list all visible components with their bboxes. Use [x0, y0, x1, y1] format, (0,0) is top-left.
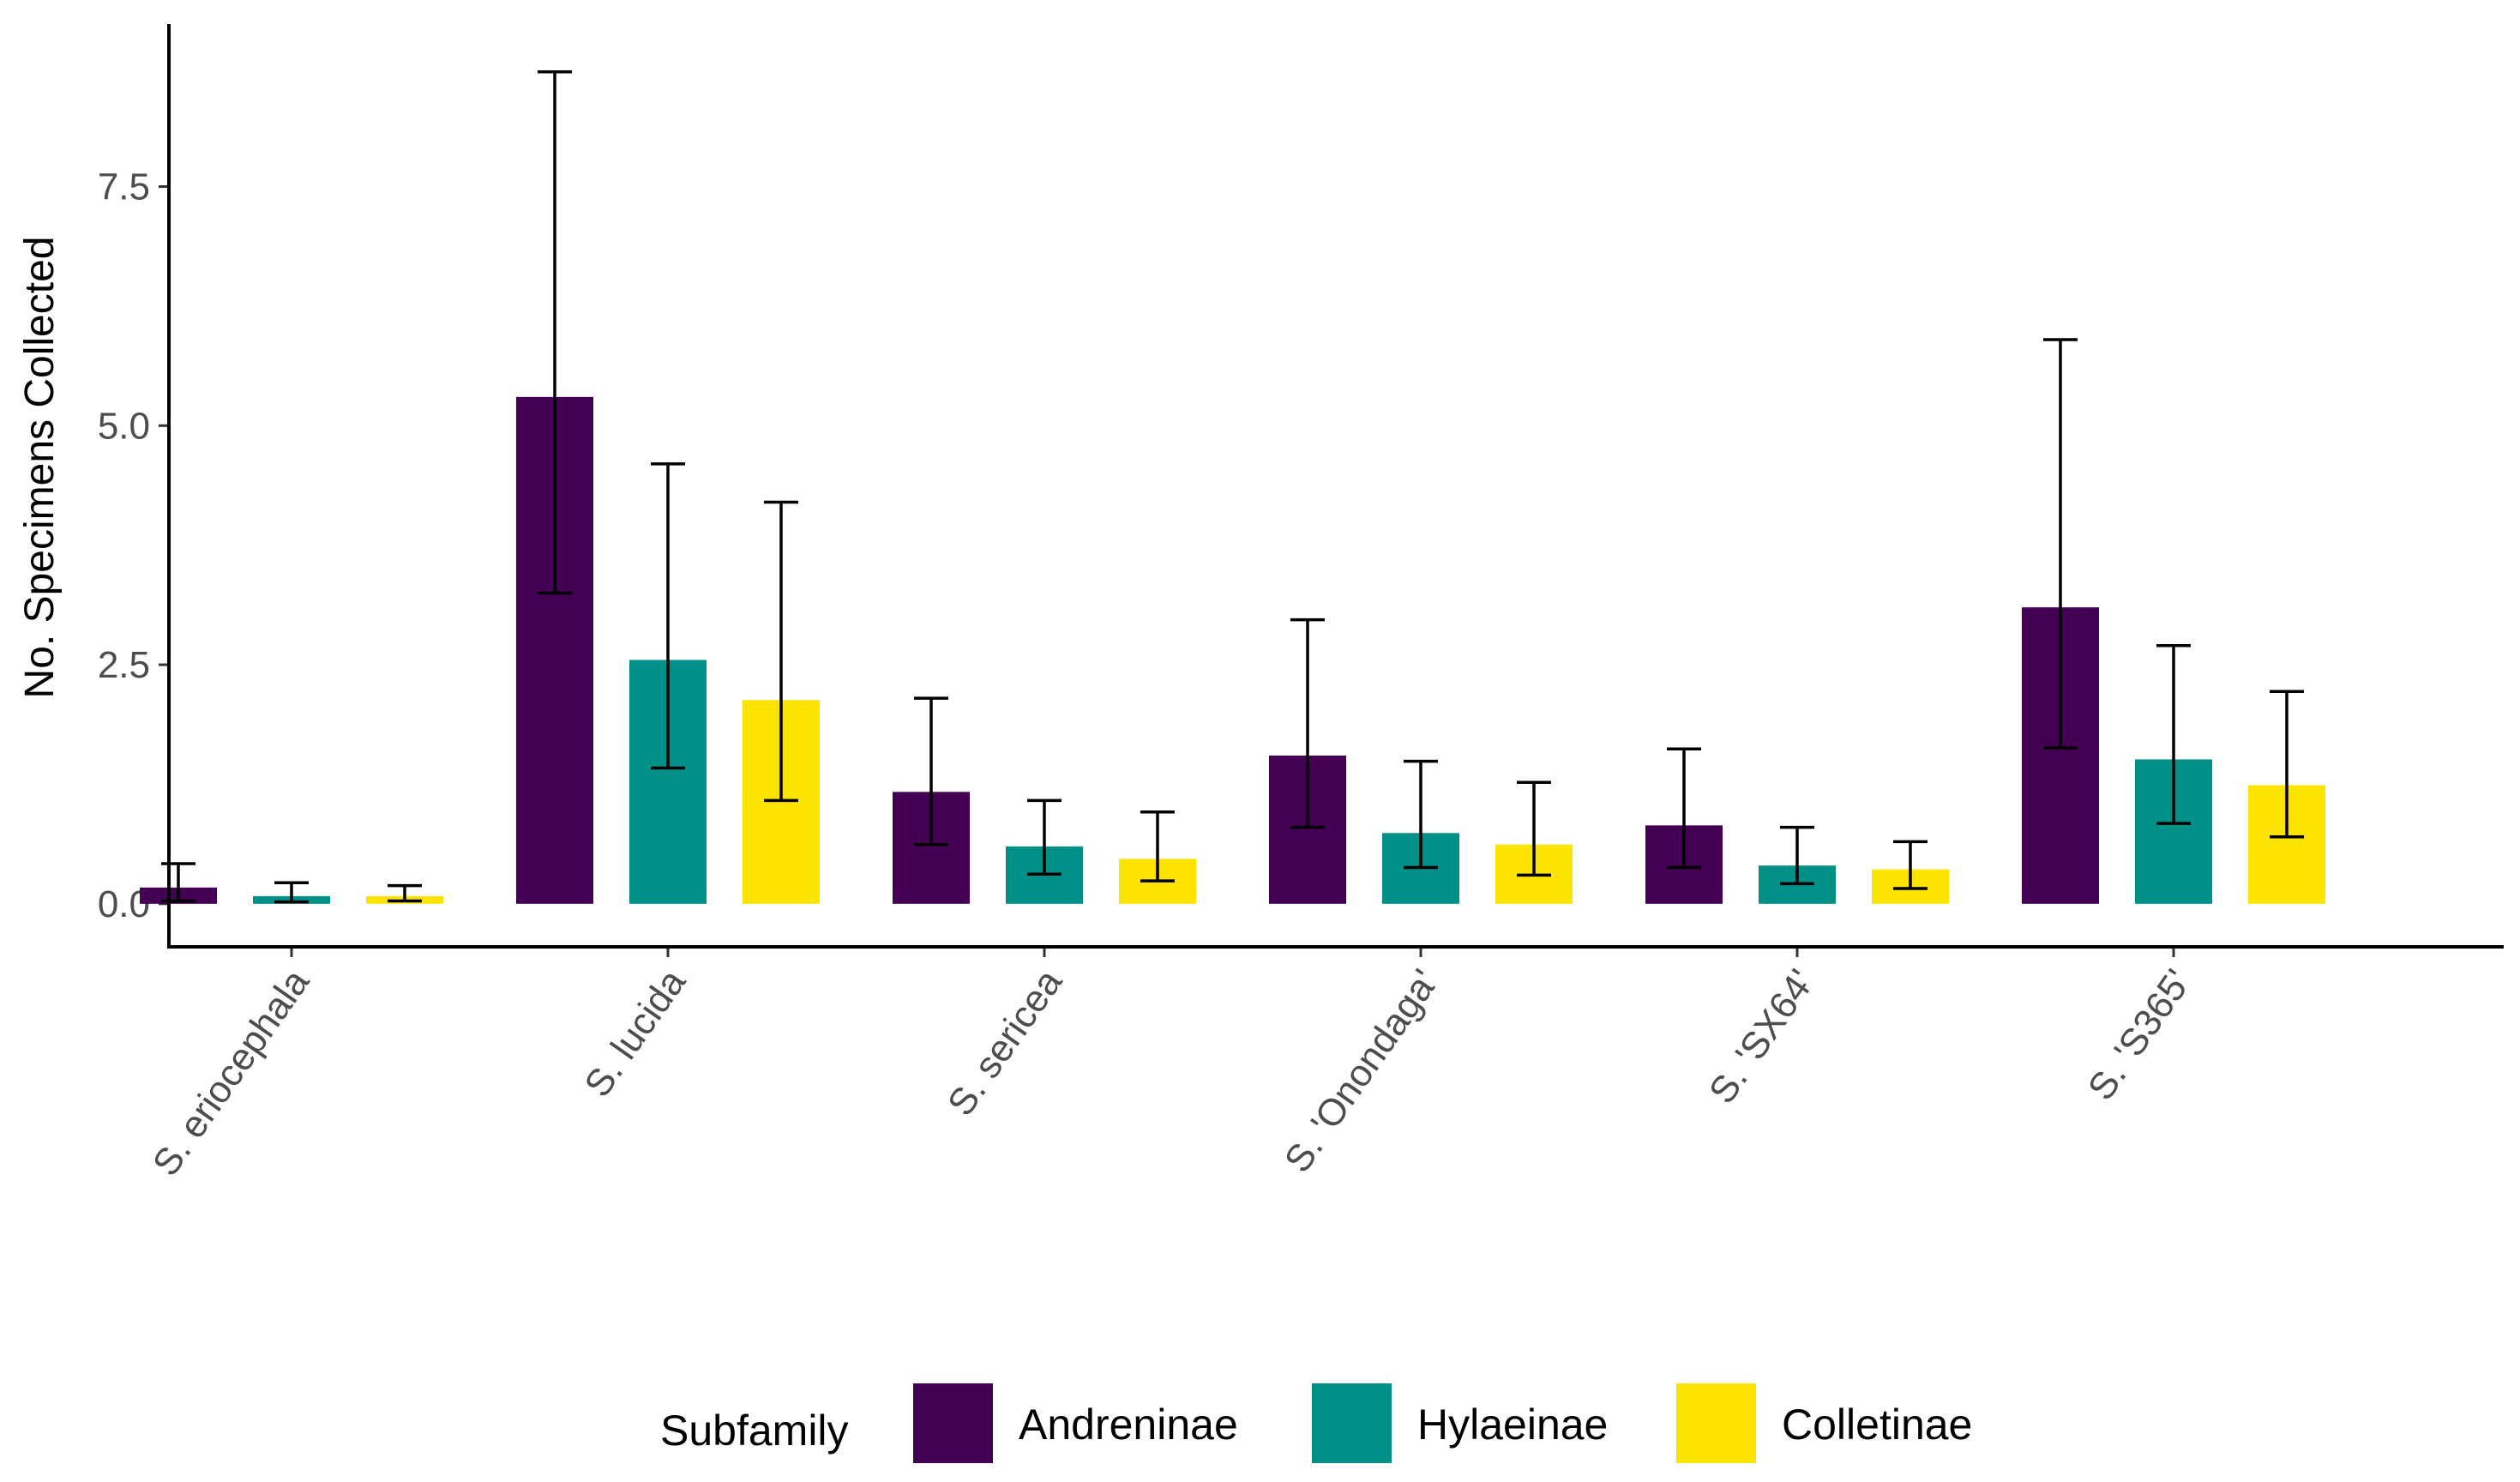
y-tick-label: 5.0	[98, 405, 150, 447]
legend-items: Andreninae Hylaeinae Colletinae	[913, 1383, 1972, 1463]
legend-key-hylaeinae	[1312, 1383, 1392, 1463]
y-tick-label: 2.5	[98, 644, 150, 686]
x-tick-label: S. 'S365'	[2080, 962, 2200, 1108]
legend: Subfamily Andreninae Hylaeinae Colletinae	[660, 1383, 1972, 1463]
legend-key-andreninae	[913, 1383, 993, 1463]
x-axis-ticks: S. eriocephala S. lucida S. sericea S. 'Ono…	[145, 947, 2199, 1184]
x-tick-label: S. sericea	[940, 961, 1071, 1124]
legend-label-hylaeinae: Hylaeinae	[1417, 1401, 1608, 1449]
legend-key-colletinae	[1676, 1383, 1756, 1463]
legend-title: Subfamily	[660, 1407, 849, 1455]
y-axis-ticks: 0.02.55.07.5	[98, 166, 169, 925]
legend-label-colletinae: Colletinae	[1782, 1401, 1972, 1449]
bars-layer	[140, 396, 2325, 904]
x-tick-label: S. 'Onondaga'	[1277, 962, 1447, 1180]
x-tick-label: S. eriocephala	[145, 961, 318, 1184]
x-tick-label: S. lucida	[576, 961, 694, 1105]
error-bars-layer	[161, 70, 2304, 904]
y-axis-title: No. Specimens Collected	[17, 237, 63, 699]
y-tick-label: 7.5	[98, 166, 150, 208]
legend-label-andreninae: Andreninae	[1019, 1401, 1238, 1449]
x-tick-label: S. 'SX64'	[1701, 962, 1823, 1112]
